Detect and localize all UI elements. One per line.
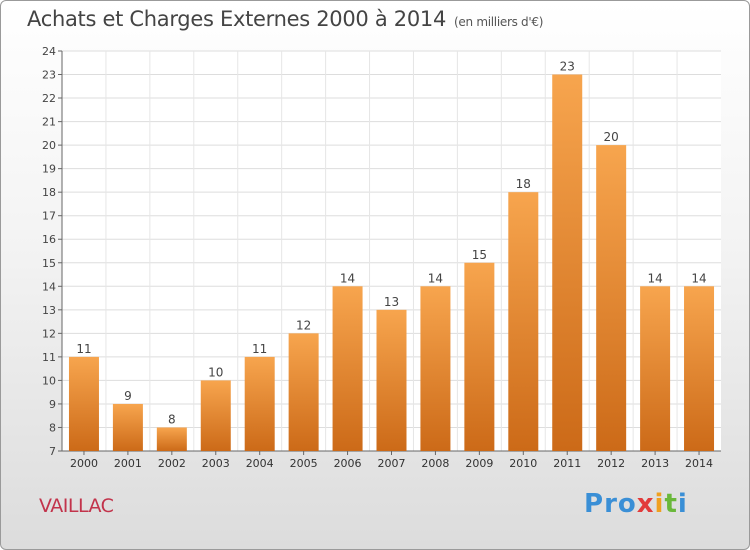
y-tick-label: 11 bbox=[42, 351, 56, 364]
x-tick-label: 2012 bbox=[597, 457, 625, 470]
x-tick-label: 2001 bbox=[114, 457, 142, 470]
data-label: 13 bbox=[384, 295, 399, 309]
data-label: 18 bbox=[516, 177, 531, 191]
y-tick-label: 17 bbox=[42, 210, 56, 223]
x-tick-label: 2008 bbox=[421, 457, 449, 470]
bars bbox=[68, 74, 715, 452]
x-tick-label: 2011 bbox=[553, 457, 581, 470]
x-tick-label: 2004 bbox=[246, 457, 274, 470]
data-label: 9 bbox=[124, 389, 132, 403]
y-tick-label: 14 bbox=[42, 280, 56, 293]
bar bbox=[420, 286, 451, 451]
x-tick-label: 2009 bbox=[465, 457, 493, 470]
bar bbox=[156, 427, 187, 451]
logo-letter: i bbox=[677, 489, 688, 519]
logo-letter: o bbox=[617, 489, 637, 519]
data-label: 11 bbox=[76, 342, 91, 356]
data-labels: 11 9 8 10 11 12 14 13 14 15 18 23 20 14 14 bbox=[76, 60, 706, 427]
x-tick-label: 2002 bbox=[158, 457, 186, 470]
y-tick-label: 20 bbox=[42, 139, 56, 152]
proxiti-logo: Proxiti bbox=[584, 489, 688, 519]
bar bbox=[244, 356, 275, 451]
logo-letter: t bbox=[664, 489, 678, 519]
x-tick-label: 2005 bbox=[290, 457, 318, 470]
data-label: 23 bbox=[560, 60, 575, 74]
x-tick-label: 2000 bbox=[70, 457, 98, 470]
y-tick-label: 21 bbox=[42, 116, 56, 129]
y-tick-label: 22 bbox=[42, 92, 56, 105]
data-label: 14 bbox=[428, 271, 443, 285]
x-tick-label: 2010 bbox=[509, 457, 537, 470]
x-tick-label: 2003 bbox=[202, 457, 230, 470]
bar bbox=[596, 145, 627, 451]
y-tick-label: 12 bbox=[42, 327, 56, 340]
x-tick-label: 2006 bbox=[334, 457, 362, 470]
bar bbox=[464, 262, 495, 451]
data-label: 10 bbox=[208, 365, 223, 379]
y-tick-label: 19 bbox=[42, 163, 56, 176]
y-tick-label: 23 bbox=[42, 69, 56, 82]
data-label: 12 bbox=[296, 318, 311, 332]
data-label: 8 bbox=[168, 412, 176, 426]
bar bbox=[112, 403, 143, 451]
bar bbox=[288, 333, 319, 451]
chart-title-text: Achats et Charges Externes 2000 à 2014 bbox=[27, 7, 447, 31]
bar bbox=[552, 74, 583, 451]
chart-unit: (en milliers d'€) bbox=[454, 15, 544, 29]
data-label: 14 bbox=[691, 271, 706, 285]
bar bbox=[376, 309, 407, 451]
bar bbox=[68, 356, 99, 451]
data-label: 14 bbox=[647, 271, 662, 285]
bar bbox=[200, 380, 231, 451]
x-tick-label: 2013 bbox=[641, 457, 669, 470]
bar bbox=[684, 286, 715, 451]
y-tick-label: 9 bbox=[49, 398, 56, 411]
y-tick-label: 10 bbox=[42, 374, 56, 387]
bar bbox=[640, 286, 671, 451]
x-tick-label: 2014 bbox=[685, 457, 713, 470]
bar bbox=[332, 286, 363, 451]
x-tick-label: 2007 bbox=[378, 457, 406, 470]
y-tick-label: 16 bbox=[42, 233, 56, 246]
data-label: 11 bbox=[252, 342, 267, 356]
data-label: 14 bbox=[340, 271, 355, 285]
y-tick-label: 13 bbox=[42, 304, 56, 317]
data-label: 20 bbox=[604, 130, 619, 144]
axes: 7 8 9 10 11 12 13 14 15 16 17 18 19 20 21 22 23 24 2000 200… bbox=[42, 45, 721, 470]
chart-title: Achats et Charges Externes 2000 à 2014 (e… bbox=[27, 7, 543, 31]
y-tick-label: 24 bbox=[42, 45, 56, 58]
y-tick-label: 18 bbox=[42, 186, 56, 199]
bar bbox=[508, 192, 539, 452]
commune-name: VAILLAC bbox=[39, 495, 114, 517]
logo-letter: r bbox=[604, 489, 618, 519]
y-tick-label: 8 bbox=[49, 421, 56, 434]
y-tick-label: 7 bbox=[49, 445, 56, 458]
y-tick-label: 15 bbox=[42, 257, 56, 270]
logo-letter: P bbox=[584, 489, 605, 519]
data-label: 15 bbox=[472, 248, 487, 262]
logo-letter: x bbox=[636, 489, 655, 519]
logo-letter: i bbox=[654, 489, 665, 519]
